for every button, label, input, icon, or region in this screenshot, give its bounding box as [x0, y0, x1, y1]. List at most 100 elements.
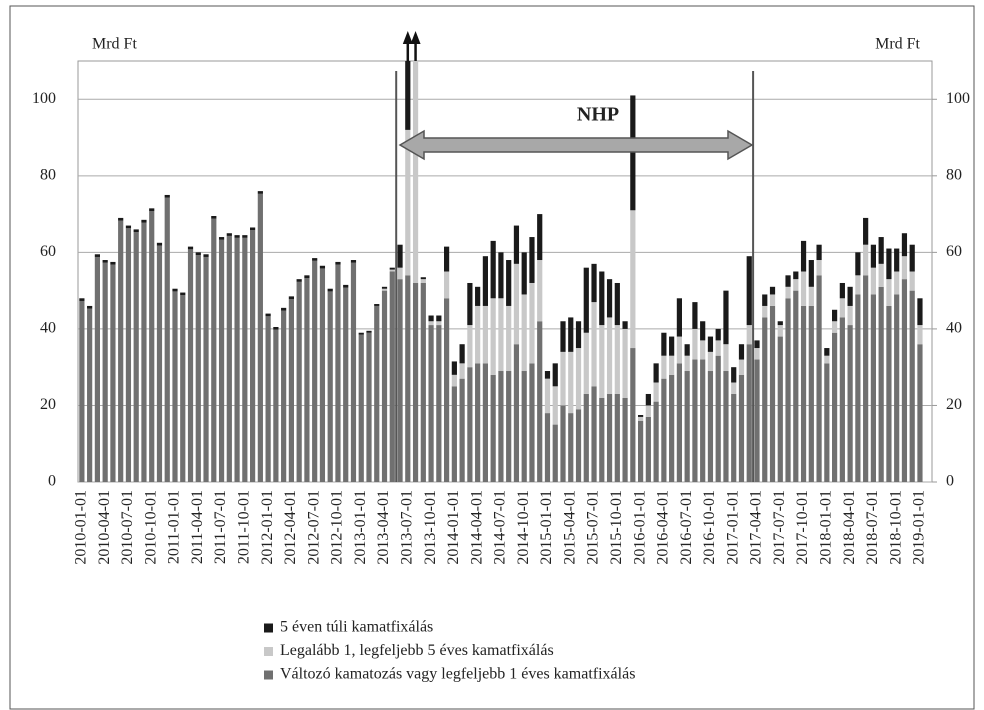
y-axis-label: Mrd Ft: [92, 36, 137, 53]
bar-segment: [312, 258, 318, 261]
x-tick-label: 2015-04-01: [561, 490, 578, 565]
bar-segment: [661, 378, 667, 482]
x-tick-label: 2010-04-01: [96, 490, 113, 565]
bar-segment: [420, 279, 426, 283]
bar-segment: [436, 325, 442, 482]
bar-segment: [335, 264, 341, 482]
bar-segment: [878, 263, 884, 287]
bar-segment: [832, 309, 838, 322]
bar-segment: [723, 371, 729, 482]
bar-segment: [327, 288, 333, 292]
bar-segment: [296, 281, 302, 482]
bar-segment: [591, 386, 597, 482]
bar-segment: [583, 332, 589, 394]
x-tick-label: 2016-07-01: [678, 490, 695, 565]
bar-segment: [738, 359, 745, 375]
x-tick-label: 2018-10-01: [887, 490, 904, 565]
bar-segment: [700, 340, 706, 360]
bar-segment: [211, 218, 217, 482]
bar-segment: [482, 256, 488, 306]
legend-label: Legalább 1, legfeljebb 5 éves kamatfixál…: [280, 642, 554, 659]
bar-segment: [164, 194, 170, 198]
x-tick-label: 2014-04-01: [468, 490, 485, 565]
bar-segment: [901, 256, 908, 280]
bar-segment: [894, 248, 900, 272]
bar-segment: [917, 344, 923, 482]
bar-segment: [575, 348, 582, 410]
bar-segment: [793, 279, 799, 291]
bar-segment: [250, 227, 256, 231]
bar-segment: [420, 277, 426, 280]
bar-segment: [273, 326, 279, 330]
bar-segment: [568, 351, 574, 414]
x-tick-label: 2012-07-01: [305, 490, 322, 565]
bar-segment: [374, 305, 380, 482]
bar-segment: [218, 237, 225, 240]
bar-segment: [537, 260, 543, 322]
y2-tick-label: 80: [946, 166, 962, 183]
bar-segment: [707, 351, 714, 372]
x-tick-label: 2017-10-01: [794, 490, 811, 565]
bar-segment: [707, 336, 714, 352]
bar-segment: [110, 261, 116, 265]
bar-segment: [816, 244, 822, 261]
y2-tick-label: 100: [946, 90, 970, 107]
bar-segment: [343, 284, 349, 288]
bar-segment: [614, 282, 620, 326]
bar-segment: [521, 252, 527, 295]
bar-segment: [777, 336, 783, 482]
bar-segment: [638, 420, 644, 482]
bar-segment: [149, 208, 155, 212]
bar-segment: [653, 363, 659, 383]
bar-segment: [638, 416, 644, 421]
x-tick-label: 2011-07-01: [212, 490, 229, 564]
bar-segment: [389, 269, 395, 272]
bar-segment: [513, 263, 520, 345]
bar-segment: [257, 193, 263, 482]
bar-segment: [482, 363, 488, 482]
bar-segment: [824, 355, 830, 364]
bar-segment: [459, 363, 465, 379]
bar-segment: [141, 219, 147, 223]
bar-segment: [622, 397, 628, 482]
bar-segment: [195, 252, 201, 256]
bar-segment: [886, 305, 892, 482]
bar-segment: [707, 371, 714, 482]
bar-segment: [529, 363, 535, 482]
bar-segment: [808, 305, 814, 482]
bar-segment: [506, 260, 512, 306]
bar-segment: [769, 294, 776, 306]
bar-segment: [250, 230, 256, 482]
bar-segment: [847, 305, 853, 326]
bar-segment: [544, 413, 551, 482]
bar-segment: [87, 305, 93, 309]
bar-segment: [444, 298, 450, 482]
bar-segment: [731, 393, 737, 482]
x-tick-label: 2018-01-01: [818, 490, 835, 565]
bar-segment: [172, 288, 178, 292]
bar-segment: [606, 279, 613, 318]
bar-segment: [498, 371, 504, 482]
bar-segment: [87, 308, 93, 482]
bar-segment: [389, 267, 395, 270]
bar-segment: [381, 288, 388, 291]
x-tick-label: 2016-04-01: [655, 490, 672, 565]
bar-segment: [847, 286, 853, 306]
bar-segment: [777, 321, 783, 326]
bar-segment: [451, 361, 457, 375]
bar-segment: [855, 252, 861, 276]
bar-segment: [684, 371, 690, 482]
bar-segment: [816, 260, 822, 276]
bar-segment: [265, 316, 271, 482]
bar-segment: [389, 271, 395, 482]
x-tick-label: 2017-01-01: [724, 490, 741, 565]
x-tick-label: 2013-10-01: [422, 490, 439, 565]
bar-segment: [218, 239, 225, 482]
x-tick-label: 2010-07-01: [119, 490, 136, 565]
bar-segment: [537, 214, 543, 261]
bar-segment: [769, 286, 776, 295]
bar-segment: [436, 315, 442, 322]
bar-segment: [863, 275, 869, 482]
bar-segment: [832, 332, 838, 482]
